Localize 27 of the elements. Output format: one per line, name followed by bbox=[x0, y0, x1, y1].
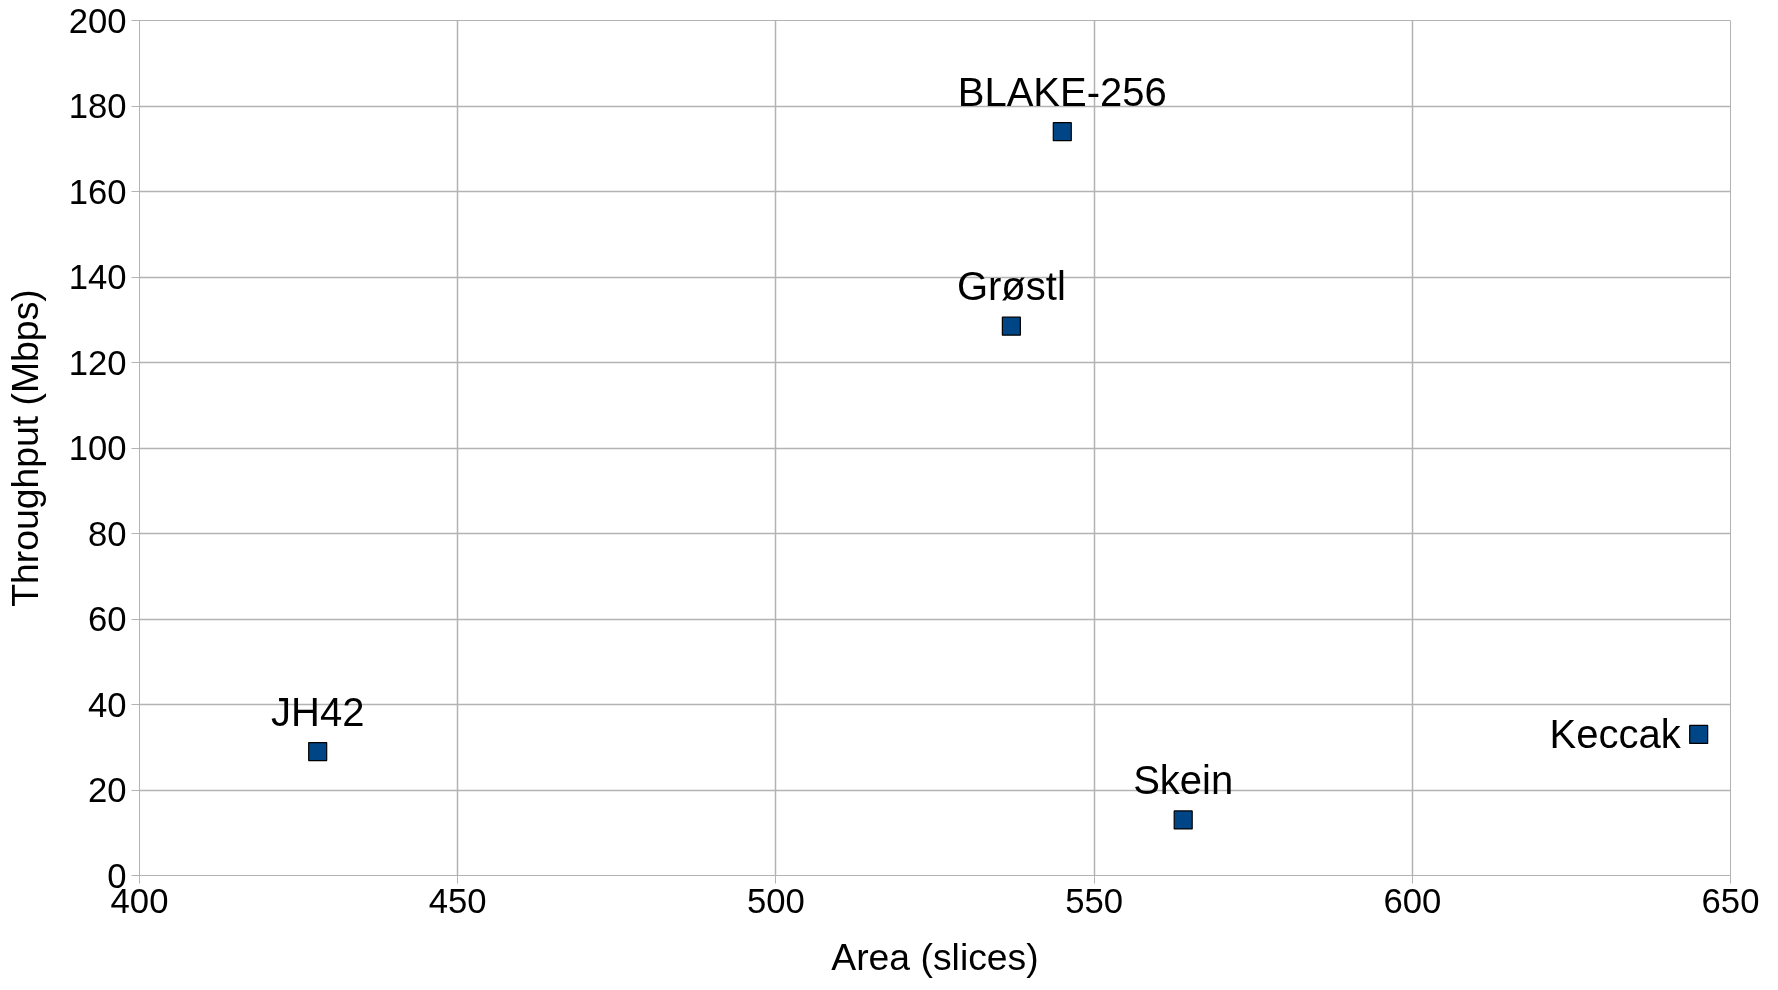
point bbox=[308, 741, 328, 762]
annotation: Grøstl bbox=[956, 264, 1066, 309]
point bbox=[1052, 122, 1072, 142]
y-axis-title: Throughput (Mbps) bbox=[3, 289, 46, 607]
y-tick-label: 140 bbox=[68, 258, 127, 296]
annotation: Skein bbox=[1133, 757, 1234, 802]
y-tick-label: 40 bbox=[87, 685, 127, 724]
y-tick-label: 100 bbox=[68, 429, 127, 467]
x-axis-title: Area (slices) bbox=[831, 935, 1039, 978]
point bbox=[1173, 810, 1193, 830]
y-tick-label: 20 bbox=[87, 771, 127, 809]
y-tick-label: 160 bbox=[68, 172, 127, 211]
annotation: BLAKE-256 bbox=[957, 69, 1167, 114]
x-tick-label: 600 bbox=[1383, 881, 1442, 920]
annotation: JH42 bbox=[271, 689, 365, 734]
point bbox=[1001, 316, 1021, 336]
y-tick-label: 120 bbox=[68, 343, 127, 382]
x-tick-label: 550 bbox=[1065, 881, 1124, 920]
y-tick-label: 60 bbox=[87, 600, 127, 638]
y-tick-label: 200 bbox=[68, 1, 127, 40]
x-tick-label: 500 bbox=[746, 881, 805, 920]
point bbox=[1689, 724, 1709, 745]
y-tick-label: 180 bbox=[68, 87, 127, 125]
x-tick-label: 450 bbox=[428, 881, 487, 920]
x-tick-label: 650 bbox=[1701, 881, 1760, 920]
annotation: Keccak bbox=[1549, 712, 1682, 757]
y-tick-label: 80 bbox=[87, 514, 127, 553]
